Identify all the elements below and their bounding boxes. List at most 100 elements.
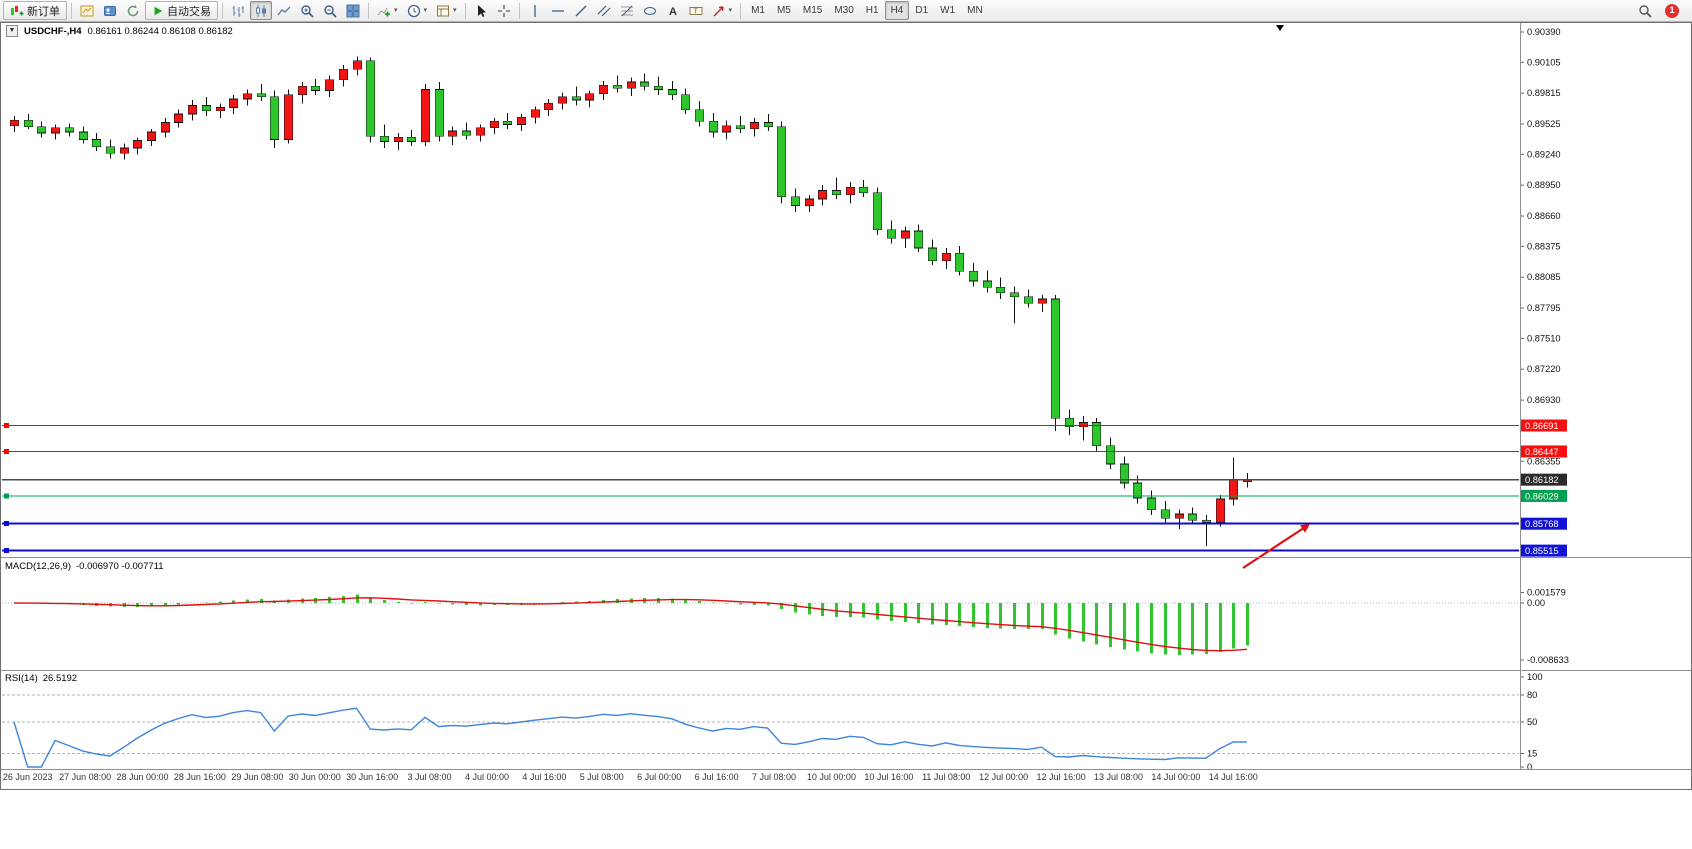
timeframe-button-w1[interactable]: W1 xyxy=(934,1,961,20)
tile-windows-icon xyxy=(346,4,360,18)
hline-handle[interactable] xyxy=(4,521,9,527)
tile-windows-button[interactable] xyxy=(342,1,364,20)
label-tool-button[interactable]: T xyxy=(685,1,707,20)
time-label: 27 Jun 08:00 xyxy=(59,772,111,782)
svg-text:0.90390: 0.90390 xyxy=(1527,27,1561,37)
rsi-title: RSI(14) xyxy=(5,673,38,684)
timeframe-button-mn[interactable]: MN xyxy=(961,1,989,20)
svg-text:A: A xyxy=(669,6,677,18)
new-chart-button[interactable] xyxy=(76,1,98,20)
svg-text:0.00: 0.00 xyxy=(1527,598,1545,608)
svg-text:0.86930: 0.86930 xyxy=(1527,395,1561,405)
text-tool-icon: A xyxy=(666,4,680,18)
timeframe-button-m30[interactable]: M30 xyxy=(828,1,859,20)
new-order-icon xyxy=(10,4,24,18)
hline-handle[interactable] xyxy=(4,423,9,429)
timeframe-group: M1 M5 M15 M30 H1 H4 D1 W1 MN xyxy=(745,1,989,20)
price-marker-box xyxy=(1521,489,1567,502)
search-button[interactable] xyxy=(1634,1,1656,20)
toolbar-separator xyxy=(740,2,742,19)
bar-chart-button[interactable] xyxy=(227,1,249,20)
time-label: 10 Jul 16:00 xyxy=(864,772,913,782)
rsi-pane-plot[interactable] xyxy=(2,694,1519,768)
svg-text:0.87795: 0.87795 xyxy=(1527,303,1561,313)
horizontal-line-button[interactable] xyxy=(547,1,569,20)
macd-label: MACD(12,26,9) -0.006970 -0.007711 xyxy=(5,561,164,572)
refresh-button[interactable] xyxy=(122,1,144,20)
channel-button[interactable] xyxy=(593,1,615,20)
time-label: 14 Jul 16:00 xyxy=(1209,772,1258,782)
horizontal-line-icon xyxy=(551,4,565,18)
timeframe-button-h4[interactable]: H4 xyxy=(884,1,910,20)
svg-text:0.89240: 0.89240 xyxy=(1527,149,1561,159)
hline-handle[interactable] xyxy=(4,448,9,454)
svg-text:15: 15 xyxy=(1527,749,1537,759)
hline-handle[interactable] xyxy=(4,493,9,499)
svg-text:0.85768: 0.85768 xyxy=(1525,519,1559,529)
zoom-out-button[interactable] xyxy=(319,1,341,20)
channel-icon xyxy=(597,4,611,18)
svg-text:T: T xyxy=(693,8,698,15)
time-axis[interactable]: 26 Jun 2023 27 Jun 08:00 28 Jun 00:00 28 Ju… xyxy=(3,772,1258,782)
svg-text:0.90105: 0.90105 xyxy=(1527,57,1561,67)
indicators-button[interactable]: ▾ xyxy=(373,1,402,20)
time-label: 30 Jun 16:00 xyxy=(346,772,398,782)
vertical-line-button[interactable] xyxy=(524,1,546,20)
profiles-button[interactable] xyxy=(99,1,121,20)
price-marker-box xyxy=(1521,517,1567,530)
svg-text:0.89815: 0.89815 xyxy=(1527,88,1561,98)
arrows-tool-button[interactable]: ▾ xyxy=(708,1,737,20)
toolbar-separator xyxy=(518,2,520,19)
crosshair-button[interactable] xyxy=(493,1,515,20)
price-marker-box xyxy=(1521,544,1567,557)
line-chart-button[interactable] xyxy=(273,1,295,20)
timeframe-button-h1[interactable]: H1 xyxy=(860,1,885,20)
chevron-down-icon: ▾ xyxy=(394,7,398,14)
macd-histogram xyxy=(27,594,1249,655)
svg-text:80: 80 xyxy=(1527,690,1537,700)
fibonacci-button[interactable] xyxy=(616,1,638,20)
chart-window-icon[interactable]: ▼ xyxy=(6,25,18,37)
timeframe-button-m15[interactable]: M15 xyxy=(797,1,828,20)
time-label: 26 Jun 2023 xyxy=(3,772,53,782)
timeframe-button-d1[interactable]: D1 xyxy=(909,1,934,20)
price-marker-box xyxy=(1521,445,1567,458)
new-order-button[interactable]: 新订单 xyxy=(3,1,67,20)
notification-badge[interactable]: 1 xyxy=(1665,3,1679,18)
periods-button[interactable]: ▾ xyxy=(403,1,432,20)
price-axis[interactable]: 0.90390 0.90105 0.89815 0.89525 0.89240 0.889… xyxy=(1520,27,1569,772)
cursor-button[interactable] xyxy=(470,1,492,20)
hline-handle[interactable] xyxy=(4,548,9,554)
templates-icon xyxy=(436,4,450,18)
svg-text:0.86355: 0.86355 xyxy=(1527,456,1561,466)
time-label: 3 Jul 08:00 xyxy=(408,772,452,782)
trendline-icon xyxy=(574,4,588,18)
trendline-button[interactable] xyxy=(570,1,592,20)
toolbar-separator xyxy=(368,2,369,19)
clock-icon xyxy=(407,4,421,18)
time-label: 14 Jul 00:00 xyxy=(1151,772,1200,782)
macd-pane-plot[interactable] xyxy=(2,594,1519,655)
templates-button[interactable]: ▾ xyxy=(432,1,461,20)
zoom-in-icon xyxy=(300,4,314,18)
chart-shift-marker[interactable] xyxy=(1276,25,1284,31)
candlestick-button[interactable] xyxy=(250,1,272,20)
zoom-in-button[interactable] xyxy=(296,1,318,20)
new-chart-icon xyxy=(80,4,94,18)
price-chart-plot[interactable] xyxy=(2,56,1519,554)
auto-trading-button[interactable]: 自动交易 xyxy=(145,1,218,20)
text-tool-button[interactable]: A xyxy=(662,1,684,20)
svg-text:0.86691: 0.86691 xyxy=(1525,421,1559,431)
shapes-button[interactable] xyxy=(639,1,661,20)
toolbar-separator xyxy=(464,2,466,19)
time-label: 6 Jul 16:00 xyxy=(695,772,739,782)
indicators-icon xyxy=(377,4,391,18)
drawn-arrow-annotation[interactable] xyxy=(1242,524,1310,569)
fibonacci-icon xyxy=(620,4,634,18)
timeframe-button-m5[interactable]: M5 xyxy=(771,1,797,20)
vertical-line-icon xyxy=(528,4,542,18)
chevron-down-icon: ▾ xyxy=(728,7,733,14)
timeframe-button-m1[interactable]: M1 xyxy=(745,1,771,20)
time-label: 12 Jul 00:00 xyxy=(979,772,1028,782)
